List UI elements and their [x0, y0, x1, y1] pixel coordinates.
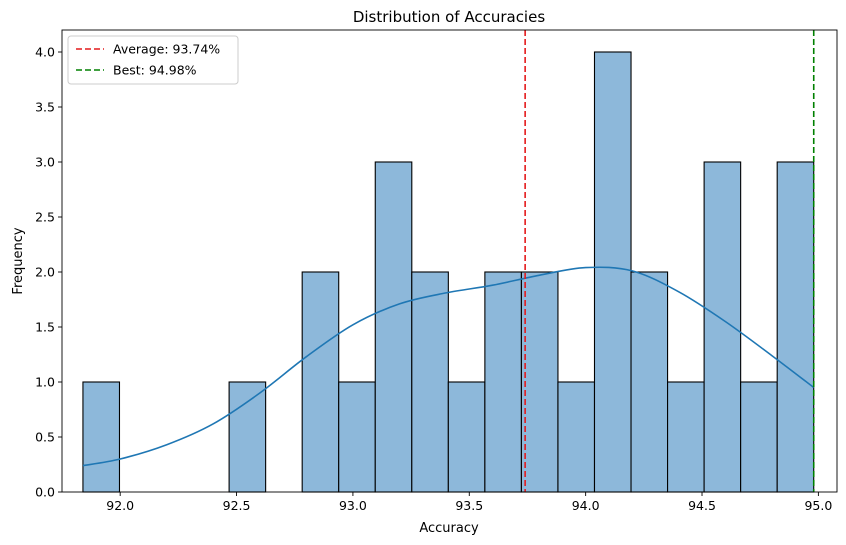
y-axis-ticks: 0.0 0.5 1.0 1.5 2.0 2.5 3.0 3.5 4.0: [35, 45, 62, 500]
y-tick-label: 0.0: [35, 485, 55, 500]
legend: Average: 93.74% Best: 94.98%: [67, 35, 239, 85]
y-tick-label: 1.5: [35, 320, 55, 335]
histogram-bar: [228, 381, 267, 493]
histogram-bar: [411, 271, 449, 493]
y-tick-label: 0.5: [35, 430, 55, 445]
histogram-bar: [520, 271, 559, 493]
x-tick-label: 93.5: [455, 498, 483, 513]
x-axis-ticks: 92.0 92.5 93.0 93.5 94.0 94.5 95.0: [106, 492, 832, 513]
x-tick-label: 92.0: [106, 498, 134, 513]
histogram-bar: [630, 271, 669, 493]
histogram-bar: [740, 381, 778, 493]
y-axis-label: Frequency: [11, 227, 26, 294]
histogram-bar: [667, 381, 705, 493]
y-tick-label: 3.5: [35, 100, 55, 115]
legend-box: [67, 35, 239, 85]
histogram-bar: [447, 381, 486, 493]
histogram-bar: [374, 161, 413, 493]
histogram-bar: [82, 381, 121, 493]
x-tick-label: 95.0: [804, 498, 832, 513]
x-tick-label: 92.5: [223, 498, 251, 513]
plot-frame: [61, 29, 838, 493]
histogram-bar: [484, 271, 522, 493]
x-tick-label: 94.0: [572, 498, 600, 513]
x-axis-label: Accuracy: [419, 521, 479, 536]
y-tick-label: 4.0: [35, 45, 55, 60]
y-tick-label: 2.0: [35, 265, 55, 280]
histogram-bar: [593, 51, 632, 493]
histogram-bars: [82, 51, 815, 493]
histogram-bar: [776, 161, 815, 493]
chart-title: Distribution of Accuracies: [353, 8, 546, 26]
x-tick-label: 94.5: [688, 498, 716, 513]
x-tick-label: 93.0: [339, 498, 367, 513]
kde-curve: [82, 266, 815, 467]
reference-lines: [524, 30, 815, 492]
histogram-bar: [557, 381, 596, 493]
y-tick-label: 2.5: [35, 210, 55, 225]
y-tick-label: 1.0: [35, 375, 55, 390]
histogram-bar: [301, 271, 340, 493]
y-tick-label: 3.0: [35, 155, 55, 170]
histogram-bar: [703, 161, 742, 493]
legend-label: Average: 93.74%: [113, 42, 220, 57]
legend-label: Best: 94.98%: [113, 63, 197, 78]
histogram-bar: [338, 381, 376, 493]
